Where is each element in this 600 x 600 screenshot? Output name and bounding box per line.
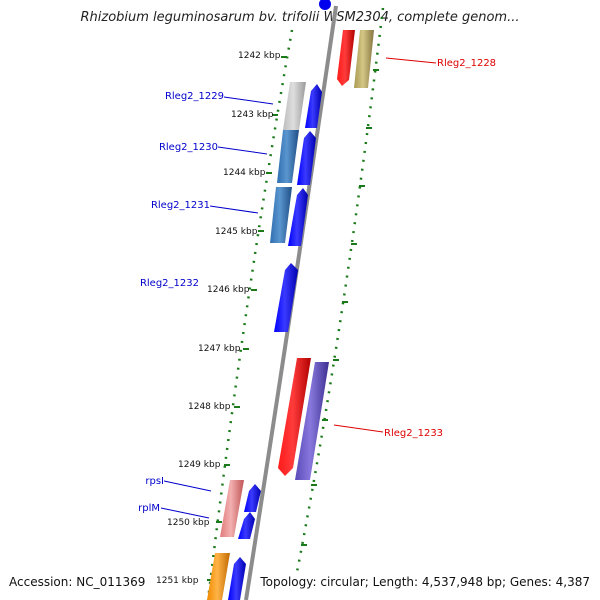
gene-label-rplm: rplM: [138, 503, 160, 514]
tick-label: 1246 kbp: [207, 285, 250, 295]
gene-bottom-blue: [228, 557, 246, 600]
gene-rleg2-1229: [305, 84, 322, 128]
tick-label: 1251 kbp: [156, 576, 199, 586]
gene-steel-block: [277, 130, 299, 183]
tick-label: 1243 kbp: [231, 110, 274, 120]
outer-ring-dashes: [301, 69, 379, 546]
gene-rpsi: [244, 484, 261, 512]
gene-rplm: [238, 512, 255, 539]
gene-rleg2-1230: [297, 131, 316, 185]
leader-line: [163, 480, 212, 492]
leader-line: [333, 424, 384, 433]
gene-orange-block: [207, 553, 230, 600]
gene-label-rleg2-1229: Rleg2_1229: [165, 91, 224, 102]
gene-grey-block: [283, 82, 306, 130]
gene-label-rleg2-1230: Rleg2_1230: [159, 142, 218, 153]
tick-label: 1248 kbp: [188, 402, 231, 412]
tick-label: 1250 kbp: [167, 518, 210, 528]
topology-text: Topology: circular; Length: 4,537,948 bp…: [260, 575, 590, 589]
tick-label: 1249 kbp: [178, 460, 221, 470]
leader-line: [385, 57, 437, 64]
accession-text: Accession: NC_011369: [9, 575, 146, 589]
leader-line: [160, 507, 210, 519]
gene-rleg2-1231: [288, 188, 308, 246]
tick-label: 1244 kbp: [223, 168, 266, 178]
leader-line: [209, 205, 259, 214]
tick-label: 1245 kbp: [215, 227, 258, 237]
map-title: Rhizobium leguminosarum bv. trifolii WSM…: [80, 10, 520, 25]
gene-olive-block: [354, 30, 374, 88]
gene-rleg2-1233: [278, 358, 311, 476]
gene-pink-block: [220, 480, 244, 537]
gene-purple-block: [295, 362, 329, 480]
gene-label-rpsi: rpsI: [145, 476, 164, 487]
gene-label-rleg2-1233: Rleg2_1233: [384, 428, 443, 439]
gene-rleg2-1228: [337, 30, 355, 86]
gene-label-rleg2-1232: Rleg2_1232: [140, 278, 199, 289]
tick-label: 1247 kbp: [198, 344, 241, 354]
leader-line: [223, 96, 274, 105]
leader-line: [217, 146, 268, 155]
gene-rleg2-1232: [274, 263, 298, 332]
outer-ring: [295, 7, 385, 573]
gene-label-rleg2-1228: Rleg2_1228: [437, 58, 496, 69]
gene-steel-block-2: [270, 187, 292, 243]
tick-label: 1242 kbp: [238, 51, 281, 61]
gene-label-rleg2-1231: Rleg2_1231: [151, 200, 210, 211]
backbone-top-marker: [319, 0, 331, 10]
